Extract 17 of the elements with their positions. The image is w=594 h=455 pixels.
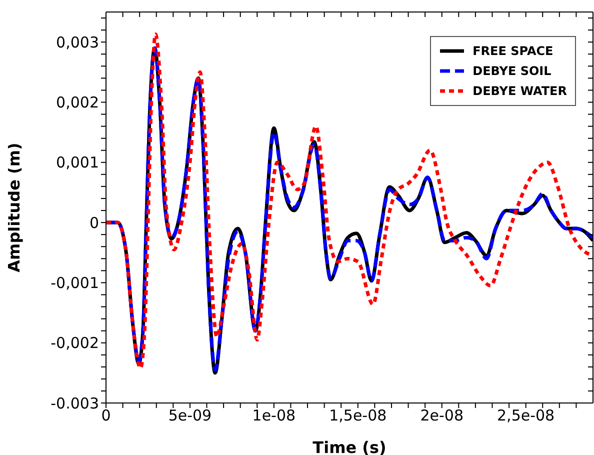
x-tick-label: 2,5e-08 [497, 406, 555, 425]
x-axis-title: Time (s) [312, 438, 386, 455]
x-tick-label: 5e-09 [168, 406, 212, 425]
y-tick-label: 0,001 [56, 154, 99, 172]
y-tick-label: 0,003 [56, 33, 99, 52]
legend-label: DEBYE SOIL [472, 64, 552, 78]
y-tick-label: -0,002 [50, 334, 99, 352]
x-tick-label: 1e-08 [252, 406, 296, 425]
x-tick-label: 0 [101, 406, 111, 425]
y-tick-label: -0,001 [50, 274, 99, 292]
y-tick-label: -0.003 [50, 394, 99, 412]
y-tick-label: 0,002 [56, 94, 99, 112]
legend-label: FREE SPACE [472, 44, 554, 58]
y-tick-label: 0 [89, 214, 99, 232]
x-tick-label: 1,5e-08 [329, 406, 387, 425]
x-tick-label: 2e-08 [420, 406, 464, 425]
legend-label: DEBYE WATER [472, 84, 567, 98]
